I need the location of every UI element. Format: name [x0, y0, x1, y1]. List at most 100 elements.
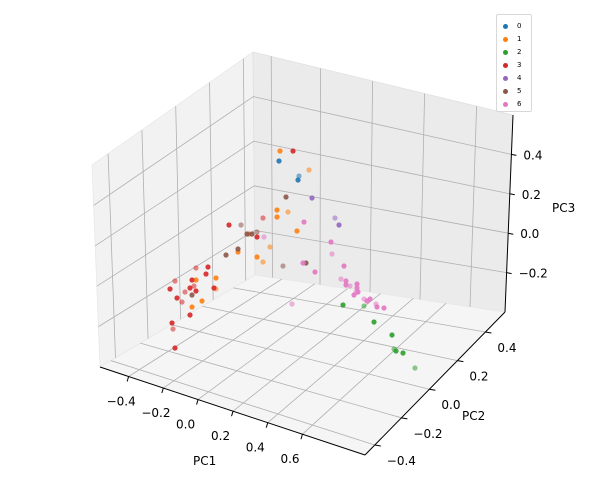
data-point	[336, 222, 342, 228]
data-point	[260, 259, 266, 265]
legend-item: 5	[503, 85, 521, 98]
data-point	[354, 285, 360, 291]
data-point	[400, 350, 406, 356]
data-point	[199, 298, 205, 304]
legend-marker-icon	[503, 76, 508, 81]
data-point	[193, 265, 199, 271]
data-point	[189, 304, 195, 310]
data-point	[355, 289, 361, 295]
data-point	[167, 286, 173, 292]
legend-marker-icon	[503, 24, 508, 29]
z-tick-label: 0.2	[522, 188, 541, 202]
data-point	[371, 319, 377, 325]
x-tick-label: 0.0	[176, 418, 195, 432]
data-point	[343, 282, 349, 288]
data-point	[254, 234, 260, 240]
y-axis-label: PC2	[462, 409, 485, 423]
data-point	[389, 332, 395, 338]
data-point	[309, 195, 315, 201]
axis-ticks: −0.4 −0.2 0.0 0.2 0.4 0.6 −0.4 −0.2 0.0 0.2 0.4 0.4…	[107, 148, 548, 468]
data-point	[296, 173, 302, 179]
y-tick-label: 0.4	[497, 341, 516, 355]
data-point	[238, 222, 244, 228]
z-axis-line	[504, 114, 514, 313]
y-tick-label: −0.2	[413, 427, 442, 441]
data-point	[290, 148, 296, 154]
data-point	[172, 345, 178, 351]
data-point	[267, 244, 273, 250]
legend-label: 6	[517, 100, 522, 108]
data-point	[235, 246, 241, 252]
legend-item: 2	[503, 46, 521, 59]
y-tick-label: 0.0	[441, 398, 460, 412]
data-point	[211, 285, 217, 291]
legend-item: 0	[503, 20, 521, 33]
legend-item: 3	[503, 59, 521, 72]
data-point	[361, 303, 367, 309]
data-point	[213, 275, 219, 281]
data-point	[187, 312, 193, 318]
data-point	[193, 277, 199, 283]
x-tick-label: 0.6	[280, 452, 299, 466]
data-point	[277, 148, 283, 154]
data-point	[254, 254, 260, 260]
data-point	[244, 231, 250, 237]
data-point	[205, 264, 211, 270]
data-point	[374, 304, 380, 310]
data-point	[189, 277, 195, 283]
legend-marker-icon	[503, 102, 508, 107]
legend-label: 1	[517, 35, 522, 43]
data-point	[174, 295, 180, 301]
data-point	[354, 281, 360, 287]
data-point	[187, 285, 193, 291]
data-point	[294, 228, 300, 234]
legend: 0 1 2 3 4 5 6	[496, 14, 532, 112]
z-tick-label: 0.4	[523, 148, 542, 162]
data-point	[340, 302, 346, 308]
axes-panes	[91, 51, 514, 456]
data-point	[351, 292, 357, 298]
y-tick-label: −0.4	[387, 454, 416, 468]
data-point	[172, 278, 178, 284]
axis-lines	[99, 114, 514, 456]
data-point	[338, 276, 344, 282]
data-point	[301, 219, 307, 225]
data-point	[393, 348, 399, 354]
data-point	[332, 215, 338, 221]
data-point	[274, 214, 280, 220]
x-tick-label: 0.4	[246, 441, 265, 455]
x-tick-label: −0.4	[107, 395, 136, 409]
x-tick-label: 0.2	[211, 429, 230, 443]
data-point	[249, 231, 255, 237]
data-point	[283, 194, 289, 200]
data-point	[226, 222, 232, 228]
data-point	[364, 298, 370, 304]
y-axis-line	[364, 311, 506, 456]
data-point	[347, 283, 353, 289]
data-point	[193, 288, 199, 294]
data-point	[223, 252, 229, 258]
data-point	[306, 167, 312, 173]
data-point	[312, 269, 318, 275]
data-point	[189, 292, 195, 298]
legend-item: 6	[503, 98, 521, 111]
data-point	[329, 251, 335, 257]
data-point	[300, 260, 306, 266]
data-point	[261, 234, 267, 240]
data-point	[381, 305, 387, 311]
legend-marker-icon	[503, 63, 508, 68]
data-point	[274, 207, 280, 213]
legend-label: 2	[517, 48, 522, 56]
legend-label: 4	[517, 74, 522, 82]
data-point	[295, 177, 301, 183]
legend-marker-icon	[503, 89, 508, 94]
y-tick-label: 0.2	[469, 370, 488, 384]
x-axis-line	[99, 366, 366, 456]
data-point	[341, 263, 347, 269]
data-point	[276, 158, 282, 164]
grid-lines	[93, 56, 512, 446]
data-point	[280, 263, 286, 269]
data-point	[328, 239, 334, 245]
data-point	[191, 283, 197, 289]
